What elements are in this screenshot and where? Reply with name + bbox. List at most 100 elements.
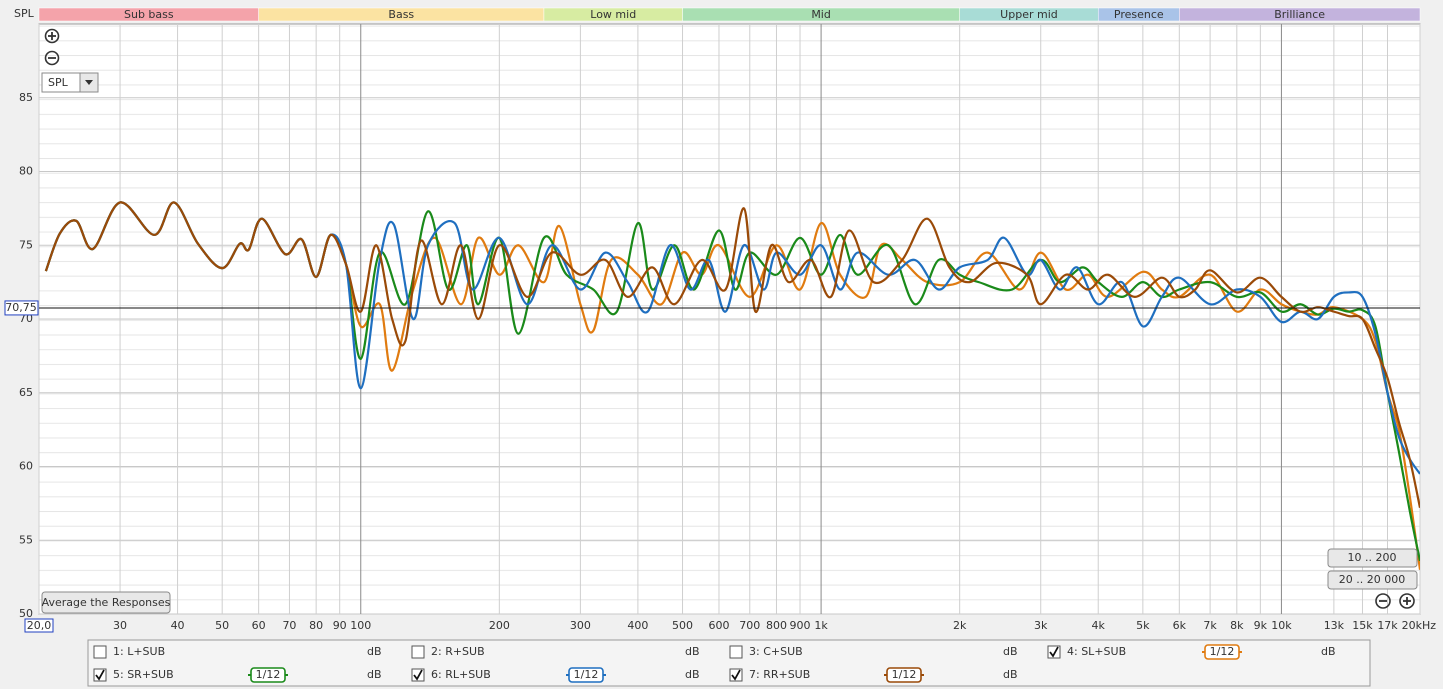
zoom-in-x[interactable] — [1399, 593, 1415, 609]
zoom-out-x[interactable] — [1375, 593, 1391, 609]
x-tick-label: 8k — [1230, 619, 1244, 632]
x-tick-label: 10k — [1271, 619, 1292, 632]
range-button[interactable]: 20 .. 20 000 — [1327, 570, 1418, 590]
average-button[interactable]: Average the Responses — [41, 591, 171, 614]
series-checkbox[interactable] — [93, 645, 107, 659]
smoothing-badge[interactable]: 1/12 — [250, 667, 286, 683]
y-tick-label: 65 — [19, 386, 33, 399]
x-tick-label: 300 — [570, 619, 591, 632]
legend-unit: dB — [685, 645, 700, 658]
legend-unit: dB — [1003, 645, 1018, 658]
y-axis-label: SPL — [14, 7, 35, 20]
smoothing-label: 1/12 — [256, 668, 281, 681]
x-tick-label: 500 — [672, 619, 693, 632]
legend-unit: dB — [367, 668, 382, 681]
y-tick-label: 50 — [19, 607, 33, 620]
series-checkbox[interactable] — [729, 645, 743, 659]
series-checkbox[interactable] — [93, 668, 107, 682]
checkbox-tick — [413, 669, 423, 681]
legend-panel — [87, 639, 1371, 687]
band-label: Mid — [811, 8, 831, 21]
smoothing-box — [250, 667, 286, 683]
x-tick-label: 20,0 — [27, 619, 52, 632]
series-checkbox[interactable] — [1047, 645, 1061, 659]
y-tick-label: 80 — [19, 165, 33, 178]
smoothing-badge[interactable]: 1/12 — [1204, 644, 1240, 660]
x-tick-label: 4k — [1092, 619, 1106, 632]
smoothing-badge[interactable]: 1/12 — [886, 667, 922, 683]
x-tick-label: 90 — [333, 619, 347, 632]
x-tick-label: 7k — [1203, 619, 1217, 632]
legend-entry: 1: L+SUB — [113, 645, 165, 658]
zoom-out-y[interactable] — [44, 50, 60, 66]
y-tick-label: 60 — [19, 460, 33, 473]
legend-unit: dB — [685, 668, 700, 681]
series-checkbox[interactable] — [411, 645, 425, 659]
y-tick-label: 85 — [19, 91, 33, 104]
series-checkbox[interactable] — [729, 668, 743, 682]
x-tick-label: 1k — [814, 619, 828, 632]
series-checkbox[interactable] — [411, 668, 425, 682]
x-tick-label: 200 — [489, 619, 510, 632]
band-label: Presence — [1114, 8, 1164, 21]
x-tick-label: 13k — [1324, 619, 1345, 632]
zoom-in-y[interactable] — [44, 28, 60, 44]
x-tick-label: 70 — [282, 619, 296, 632]
x-tick-label: 2k — [953, 619, 967, 632]
cursor-label: 70,75 — [5, 301, 37, 314]
smoothing-box — [568, 667, 604, 683]
x-tick-label: 17k — [1377, 619, 1398, 632]
response-line — [44, 201, 1420, 509]
x-tick-label: 60 — [252, 619, 266, 632]
average-button-label: Average the Responses — [42, 596, 171, 609]
cursor-label-box — [4, 300, 39, 316]
legend-unit: dB — [367, 645, 382, 658]
x-tick-label: 400 — [627, 619, 648, 632]
band-label: Bass — [388, 8, 414, 21]
y-tick-label: 75 — [19, 238, 33, 251]
legend-entry: 4: SL+SUB — [1067, 645, 1126, 658]
measure-select[interactable]: SPL — [41, 72, 99, 93]
x-tick-label: 20kHz — [1402, 619, 1437, 632]
legend-entry: 2: R+SUB — [431, 645, 485, 658]
y-tick-label: 55 — [19, 533, 33, 546]
smoothing-box — [886, 667, 922, 683]
legend-entry: 6: RL+SUB — [431, 668, 491, 681]
smoothing-label: 1/12 — [574, 668, 599, 681]
legend-entry: 5: SR+SUB — [113, 668, 174, 681]
legend-unit: dB — [1321, 645, 1336, 658]
checkbox-tick — [1049, 646, 1059, 658]
checkbox-box — [729, 645, 743, 659]
legend-entry: 3: C+SUB — [749, 645, 803, 658]
x-tick-label: 15k — [1352, 619, 1373, 632]
x-tick-label: 900 — [790, 619, 811, 632]
x-tick-label: 30 — [113, 619, 127, 632]
band-label: Sub bass — [124, 8, 174, 21]
x-tick-label: 40 — [171, 619, 185, 632]
x-tick-label: 3k — [1034, 619, 1048, 632]
x-tick-label: 9k — [1254, 619, 1268, 632]
x-tick-label: 800 — [766, 619, 787, 632]
measure-select-label: SPL — [48, 76, 69, 89]
x-tick-label: 5k — [1136, 619, 1150, 632]
band-label: Brilliance — [1274, 8, 1325, 21]
band-label: Low mid — [590, 8, 636, 21]
x-tick-label: 6k — [1173, 619, 1187, 632]
smoothing-label: 1/12 — [1210, 645, 1235, 658]
range-button-label: 10 .. 200 — [1348, 551, 1397, 564]
smoothing-box — [1204, 644, 1240, 660]
x-tick-label: 100 — [350, 619, 371, 632]
smoothing-badge[interactable]: 1/12 — [568, 667, 604, 683]
legend-unit: dB — [1003, 668, 1018, 681]
range-button[interactable]: 10 .. 200 — [1327, 548, 1418, 568]
checkbox-box — [93, 645, 107, 659]
x-tick-label: 80 — [309, 619, 323, 632]
checkbox-tick — [731, 669, 741, 681]
band-label: Upper mid — [1000, 8, 1058, 21]
x-tick-label: 600 — [708, 619, 729, 632]
checkbox-tick — [95, 669, 105, 681]
x-tick-label: 50 — [215, 619, 229, 632]
smoothing-label: 1/12 — [892, 668, 917, 681]
band — [1179, 7, 1421, 22]
